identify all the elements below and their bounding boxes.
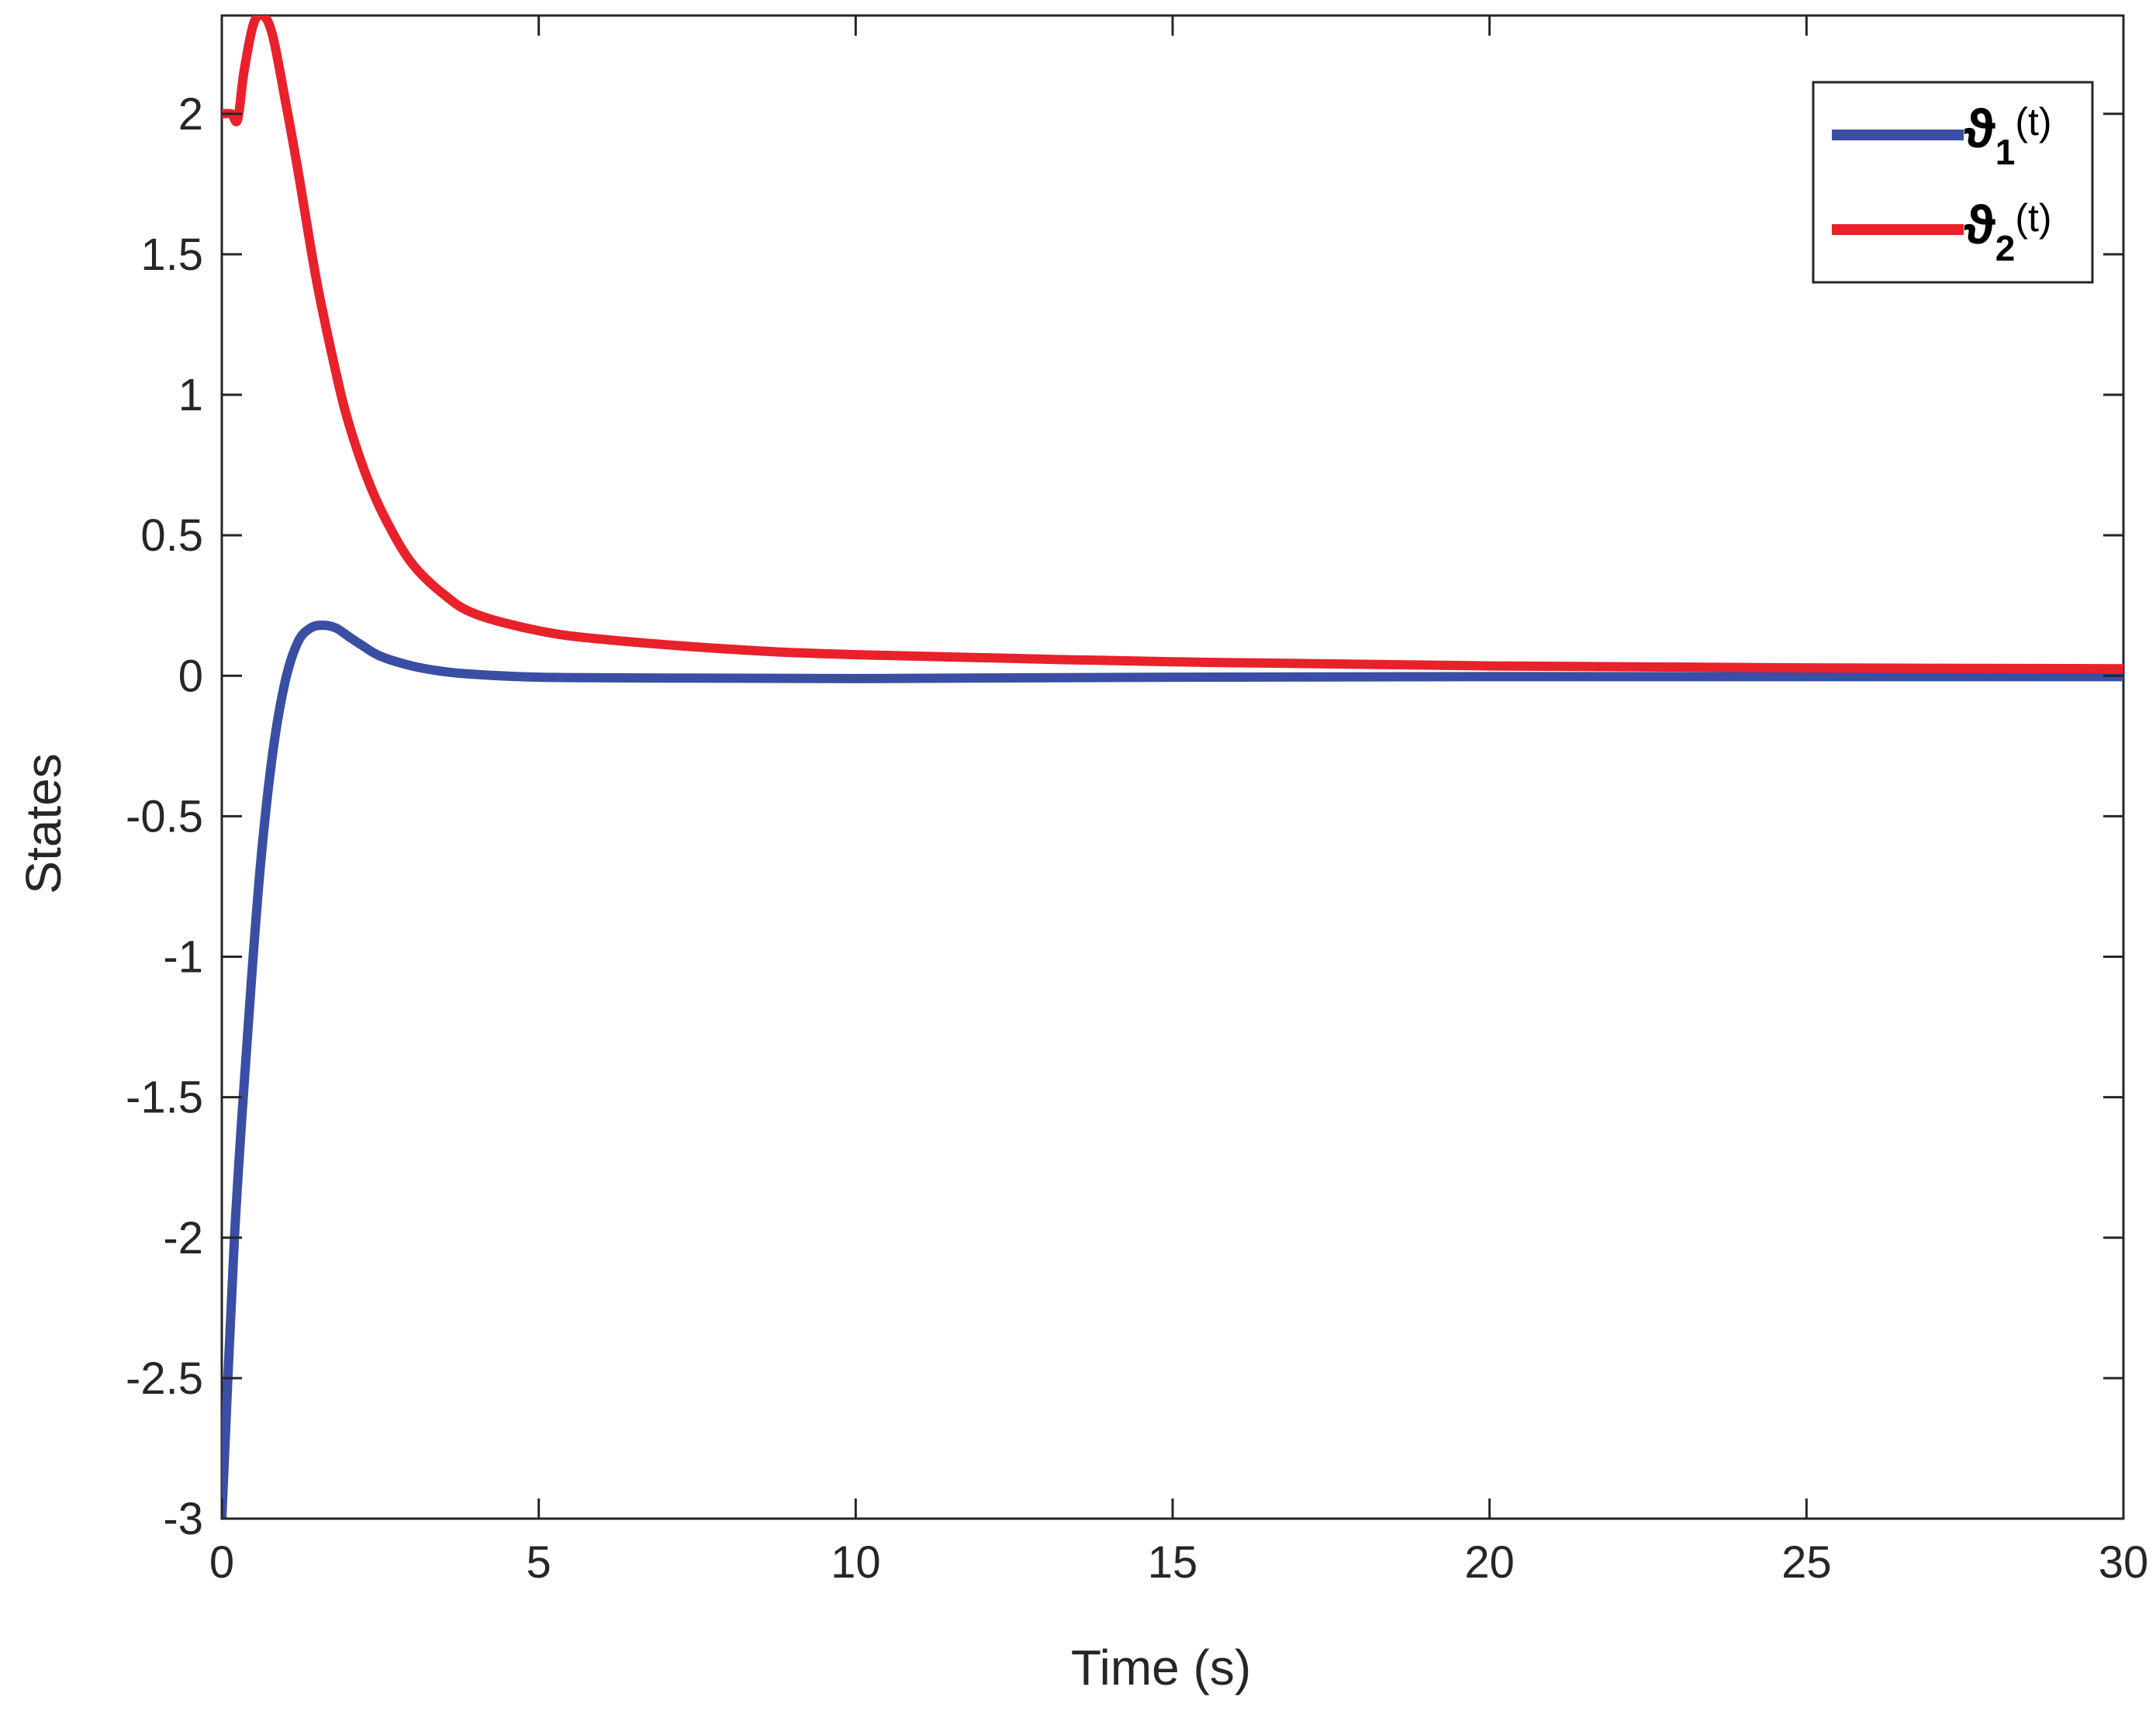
x-tick-label: 15 [1148,1537,1198,1588]
legend-label-1: ϑ1(t) [1964,99,2052,172]
x-axis-title: Time (s) [1071,1640,1251,1695]
x-tick-label: 0 [209,1537,234,1588]
x-tick-label: 10 [831,1537,881,1588]
y-axis-title: States [16,753,71,894]
y-tick-label: 0 [178,651,203,701]
x-tick-label: 25 [1781,1537,1832,1588]
y-tick-label: -2.5 [126,1353,203,1404]
series-layer [222,16,2123,1519]
x-tick-label: 20 [1464,1537,1515,1588]
series-line-2 [222,16,2123,674]
x-tick-label: 30 [2099,1537,2149,1588]
y-tick-label: -0.5 [126,791,203,842]
y-tick-label: -2 [163,1213,203,1263]
y-tick-label: -1.5 [126,1073,203,1123]
series-line-1 [222,620,2123,1519]
ticks-layer: 0 5 10 15 20 25 30 -3 -2.5 -2 -1.5 -1 -0.5 0 0.5 1 1.5 2 [126,16,2148,1588]
y-tick-label: 2 [178,89,203,140]
y-tick-label: -3 [163,1494,203,1544]
y-tick-label: 1 [178,370,203,420]
plot-area [220,14,2125,1520]
legend-label-2: ϑ2(t) [1964,195,2052,268]
legend-box [1812,81,2094,284]
x-tick-label: 5 [527,1537,551,1588]
y-tick-label: -1 [163,932,203,983]
y-tick-label: 0.5 [140,510,203,561]
legend: ϑ1(t) ϑ2(t) [1812,81,2094,284]
y-tick-label: 1.5 [140,230,203,280]
